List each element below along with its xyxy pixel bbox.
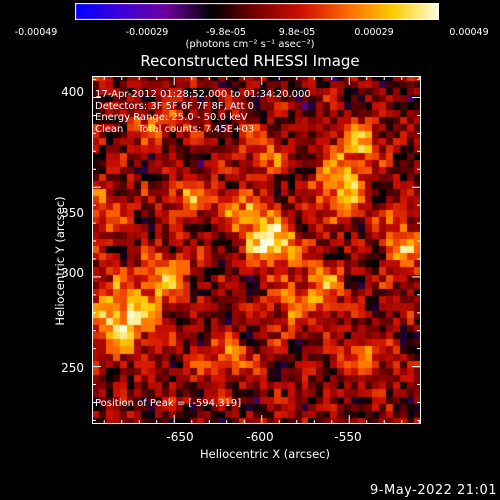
colorbar-tick: -0.00029 [125, 27, 169, 38]
peak-position: Position of Peak = [-594,319] [95, 398, 242, 409]
time-range: 17-Apr-2012 01:28:52.000 to 01:34:20.000 [95, 89, 311, 100]
y-tick-label: 400 [61, 85, 84, 99]
heatmap [92, 76, 421, 424]
render-timestamp: 9-May-2022 21:01 [370, 483, 497, 498]
x-tick-label: -600 [246, 430, 274, 444]
colorbar [75, 3, 439, 20]
plot-title: Reconstructed RHESSI Image [140, 52, 360, 70]
colorbar-units: (photons cm⁻² s⁻¹ asec⁻²) [185, 39, 315, 50]
colorbar-tick: 0.00049 [449, 27, 489, 38]
total-counts: Total counts: 7.45E+03 [138, 123, 255, 135]
plot-frame [92, 76, 421, 424]
x-axis-label: Heliocentric X (arcsec) [200, 447, 330, 461]
colorbar-tick: -0.00049 [14, 27, 58, 38]
colorbar-tick: -9.8e-05 [206, 27, 246, 38]
axes-box [92, 76, 421, 424]
y-tick-label: 250 [61, 361, 84, 375]
x-tick-label: -650 [166, 430, 194, 444]
y-axis-label: Heliocentric Y (arcsec) [53, 196, 67, 326]
energy-range: Energy Range: 25.0 - 50.0 keV [95, 112, 248, 123]
colorbar-tick: 0.00029 [354, 27, 394, 38]
plot-area: 17-Apr-2012 01:28:52.000 to 01:34:20.000… [92, 76, 421, 424]
y-tick-label: 350 [61, 206, 84, 220]
y-tick-label: 300 [61, 266, 84, 280]
x-tick-label: -550 [334, 430, 362, 444]
clean-label: Clean [95, 123, 124, 135]
colorbar-tick: 9.8e-05 [278, 27, 316, 38]
detectors: Detectors: 3F 5F 6F 7F 8F, Att 0 [95, 100, 255, 112]
